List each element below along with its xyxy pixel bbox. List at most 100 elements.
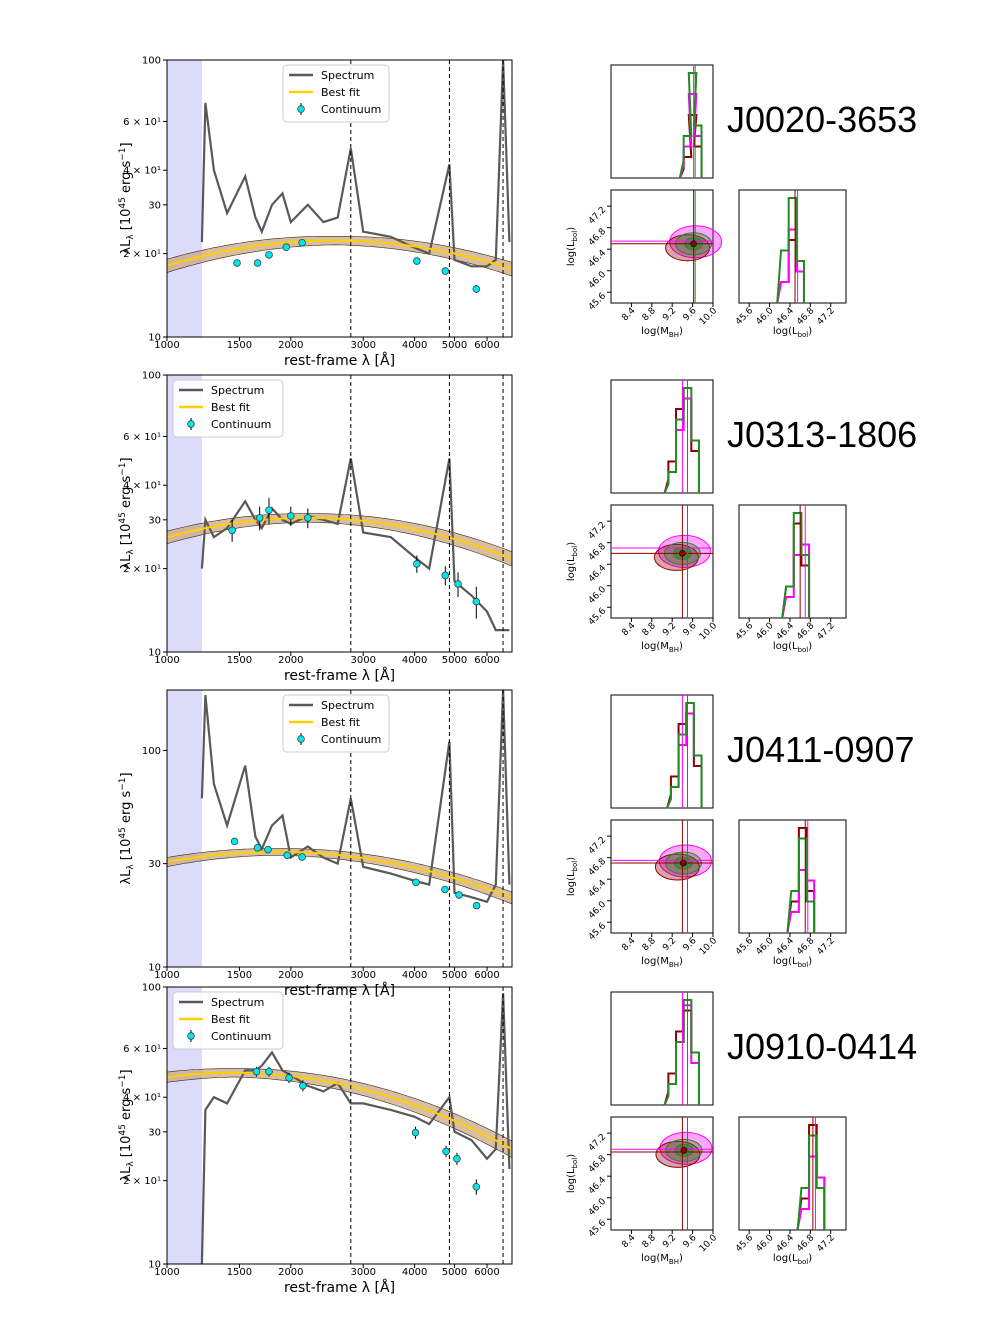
lbol-hist-label-sub: bol xyxy=(798,961,809,969)
continuum-point xyxy=(252,1067,261,1076)
y-label-sub: λ xyxy=(126,549,136,555)
x-tick-label: 6000 xyxy=(474,655,499,666)
lbol-tick-label: 46.8 xyxy=(587,857,608,878)
continuum-point xyxy=(228,526,236,535)
legend-fit-label: Best fit xyxy=(211,1013,251,1026)
lbol-hist-b xyxy=(776,197,805,304)
lbol-hist-label-close: ) xyxy=(808,326,812,337)
y-label-main: λL xyxy=(119,1166,134,1182)
fit-uncertainty-band xyxy=(167,848,512,905)
x-tick-label: 2000 xyxy=(278,1267,303,1278)
lbol-tick-label: 45.6 xyxy=(587,291,608,312)
y-tick-label: 4 × 10¹ xyxy=(123,1093,161,1104)
legend-spectrum-label: Spectrum xyxy=(321,69,374,82)
y-label-unit2: erg s xyxy=(119,1088,134,1125)
legend-continuum-swatch xyxy=(297,105,305,113)
mbh-tick-label: 9.2 xyxy=(661,1233,678,1250)
lbol-tick-label: 47.2 xyxy=(587,1132,608,1153)
lbol-tick-label: 47.2 xyxy=(587,205,608,226)
y-label-main: λL xyxy=(119,869,134,885)
corner-panel-1: 8.4 8.8 9.2 9.6 10.045.646.046.446.847.2log(… xyxy=(566,379,917,654)
legend-continuum-label: Continuum xyxy=(321,733,381,746)
lbol-hist-label-main: log(L xyxy=(773,326,798,337)
y-tick-label: 30 xyxy=(148,1127,161,1138)
sed-panel-1: 1000 1500 2000 3000 4000 5000 6000 10 2 × 10¹ 30 4… xyxy=(118,371,513,684)
y-label-exp2: −1 xyxy=(118,147,128,160)
lbol-axis-label: log(Lbol) xyxy=(566,227,579,266)
lbol-axis-label: log(Lbol) xyxy=(566,857,579,896)
contour-frame xyxy=(610,819,714,934)
lbol-hist-axis-label: log(Lbol) xyxy=(773,641,812,654)
legend-spectrum-label: Spectrum xyxy=(211,384,264,397)
y-label-unit: [10 xyxy=(119,209,134,235)
mbh-hist-frame xyxy=(610,64,714,179)
lbol-label-sub: bol xyxy=(571,1158,579,1169)
y-label-unit2: erg s xyxy=(119,161,134,198)
y-tick-label: 2 × 10¹ xyxy=(123,249,161,260)
y-tick-label: 4 × 10¹ xyxy=(123,481,161,492)
mbh-axis-label: log(MBH) xyxy=(641,956,683,969)
lbol-axis-label: log(Lbol) xyxy=(566,1154,579,1193)
continuum-point xyxy=(441,885,449,894)
y-label-exp2: −1 xyxy=(118,1074,128,1087)
mbh-label-sub: BH xyxy=(669,961,679,969)
lbol-hist-tick-label: 45.6 xyxy=(734,1233,755,1254)
spectrum-line xyxy=(200,690,511,904)
legend-spectrum-label: Spectrum xyxy=(211,996,264,1009)
x-tick-label: 5000 xyxy=(442,970,467,981)
mbh-label-sub: BH xyxy=(669,1258,679,1266)
mbh-tick-label: 9.6 xyxy=(682,306,699,323)
corner-panel-0: 8.4 8.8 9.2 9.6 10.045.646.046.446.847.2log(… xyxy=(566,64,917,339)
lbol-tick-label: 46.8 xyxy=(587,1154,608,1175)
lbol-hist-axis-label: log(Lbol) xyxy=(773,326,812,339)
y-tick-label: 10 xyxy=(148,333,161,344)
lbol-tick-label: 46.4 xyxy=(587,1175,608,1196)
sed-panel-0: 1000 1500 2000 3000 4000 5000 6000 10 2 × 10¹ 30 4… xyxy=(118,56,513,369)
lbol-hist-tick-label: 47.2 xyxy=(816,1233,837,1254)
mbh-label-close: ) xyxy=(679,956,683,967)
continuum-point xyxy=(253,844,262,852)
lbol-label-main: log(L xyxy=(566,556,577,581)
x-axis-label: rest-frame λ [Å] xyxy=(284,667,395,684)
mbh-label-close: ) xyxy=(679,326,683,337)
contour-frame xyxy=(610,1116,714,1231)
lbol-hist-frame xyxy=(738,504,847,619)
mbh-tick-label: 8.8 xyxy=(641,1233,658,1250)
x-tick-label: 5000 xyxy=(442,1267,467,1278)
lbol-tick-label: 46.0 xyxy=(587,585,608,606)
lbol-hist-tick-label: 46.8 xyxy=(795,306,816,327)
y-label-main: λL xyxy=(119,239,134,255)
y-label-exp2: −1 xyxy=(118,777,128,790)
mbh-hist-b xyxy=(678,72,703,179)
legend-continuum-label: Continuum xyxy=(211,418,271,431)
continuum-point xyxy=(472,1183,481,1191)
lbol-label-main: log(L xyxy=(566,1168,577,1193)
x-tick-label: 1500 xyxy=(227,340,252,351)
mbh-tick-label: 10.0 xyxy=(698,306,719,327)
y-label-close: ] xyxy=(119,457,134,462)
lbol-tick-label: 47.2 xyxy=(587,835,608,856)
lbol-hist-tick-label: 47.2 xyxy=(816,306,837,327)
continuum-point xyxy=(304,514,312,522)
x-tick-label: 4000 xyxy=(402,1267,427,1278)
axes-frame xyxy=(166,689,513,968)
continuum-point xyxy=(253,259,262,267)
lbol-hist-tick-label: 46.8 xyxy=(795,1233,816,1254)
lbol-hist-tick-label: 46.0 xyxy=(754,621,775,642)
contour-best-point xyxy=(679,550,686,557)
lbol-tick-label: 45.6 xyxy=(587,1218,608,1239)
continuum-point xyxy=(412,878,420,887)
lbol-tick-label: 46.4 xyxy=(587,248,608,269)
x-tick-label: 6000 xyxy=(474,970,499,981)
lbol-label-sub: bol xyxy=(571,231,579,242)
lbol-hist-b xyxy=(786,837,816,934)
mbh-tick-label: 10.0 xyxy=(698,621,719,642)
lbol-hist-tick-label: 45.6 xyxy=(734,621,755,642)
object-name: J0313-1806 xyxy=(727,414,917,455)
legend: Spectrum Best fit Continuum xyxy=(172,991,284,1050)
x-tick-label: 3000 xyxy=(351,340,376,351)
y-label-close: ] xyxy=(119,772,134,777)
continuum-point xyxy=(299,1082,307,1090)
y-label-close: ] xyxy=(119,1069,134,1074)
